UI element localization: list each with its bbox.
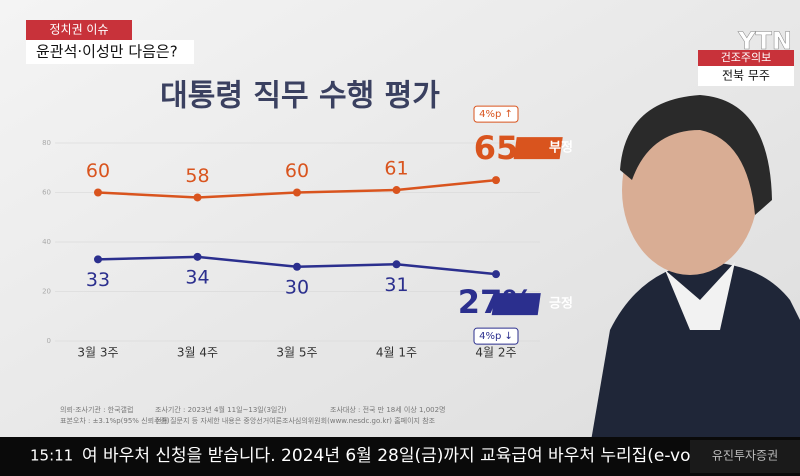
change-label: 4%p ↓ xyxy=(479,331,513,342)
person-photo xyxy=(585,95,800,476)
data-label: 31 xyxy=(384,274,408,296)
region: 전북 무주 xyxy=(722,69,770,83)
ticker-text: 여 바우처 신청을 받습니다. 2024년 6월 28일(금)까지 교육급여 바… xyxy=(82,446,721,466)
ticker-bar xyxy=(0,437,800,476)
data-label: 30 xyxy=(285,276,309,298)
region-box xyxy=(698,66,794,86)
tag-box xyxy=(26,20,132,40)
data-label: 60 xyxy=(285,160,309,182)
ticker-time: 15:11 xyxy=(30,447,73,465)
point xyxy=(94,188,102,197)
note: 조사대상 : 전국 만 18세 이상 1,002명 xyxy=(330,405,446,414)
change-badge xyxy=(473,327,519,345)
data-label: 33 xyxy=(86,269,110,291)
headline: 윤관석·이성만 다음은? xyxy=(36,43,178,61)
y-tick-label: 80 xyxy=(42,139,51,147)
alert: 건조주의보 xyxy=(721,51,772,64)
headline-box xyxy=(26,40,194,64)
ticker-sponsor: 유진투자증권 xyxy=(712,449,778,463)
point xyxy=(193,252,202,261)
point xyxy=(293,262,301,271)
x-tick-label: 4월 1주 xyxy=(376,346,417,360)
note: 표본오차 : ±3.1%p(95% 신뢰수준) xyxy=(60,416,170,425)
x-tick-label: 3월 4주 xyxy=(177,346,218,360)
sponsor-box xyxy=(690,440,800,473)
x-tick-label: 3월 5주 xyxy=(276,346,317,360)
legend-label: 부정 xyxy=(549,140,573,156)
legend-label: 긍정 xyxy=(549,296,573,312)
data-label: 60 xyxy=(86,160,110,182)
note: 의뢰·조사기관 : 한국갤럽 xyxy=(60,405,133,414)
point xyxy=(392,186,401,195)
point xyxy=(293,188,301,197)
y-tick-label: 60 xyxy=(42,189,51,197)
data-label: 58 xyxy=(185,165,209,187)
x-tick-label: 3월 3주 xyxy=(77,346,118,360)
point xyxy=(193,193,202,202)
point xyxy=(492,270,500,279)
tag: 정치권 이슈 xyxy=(49,23,108,37)
chart-title: 대통령 직무 수행 평가 xyxy=(160,79,440,114)
note: 전체 질문지 등 자세한 내용은 중앙선거여론조사심의위원회(www.nesdc… xyxy=(155,416,436,425)
y-tick-label: 40 xyxy=(42,238,51,246)
data-label: 61 xyxy=(384,158,408,180)
change-label: 4%p ↑ xyxy=(479,109,513,120)
note: 조사기간 : 2023년 4월 11일~13일(3일간) xyxy=(155,405,287,414)
point xyxy=(392,260,401,269)
point xyxy=(492,176,500,185)
data-label: 34 xyxy=(185,266,209,288)
legend-badge xyxy=(491,293,541,316)
point xyxy=(94,255,102,264)
y-tick-label: 0 xyxy=(47,337,51,345)
alert-box xyxy=(698,50,794,66)
legend-badge xyxy=(513,137,563,160)
change-badge xyxy=(473,105,519,123)
x-tick-label: 4월 2주 xyxy=(475,346,516,360)
data-label: 65 xyxy=(474,129,519,167)
y-tick-label: 20 xyxy=(42,288,51,296)
